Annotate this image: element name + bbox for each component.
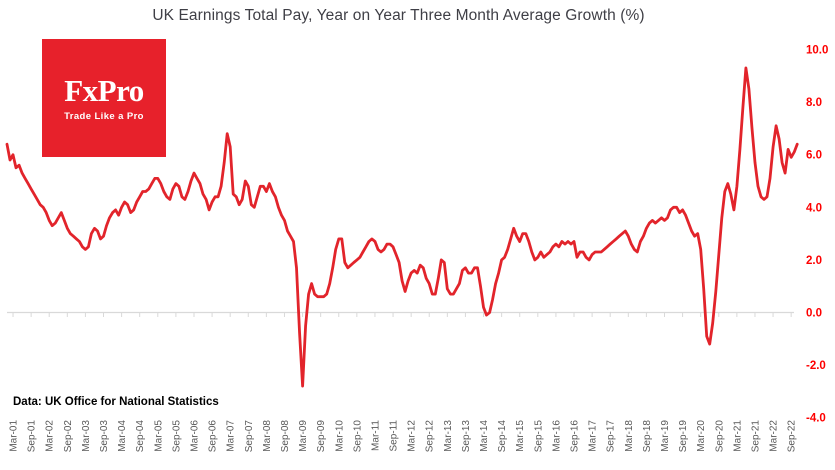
x-tick-label: Sep-03: [99, 420, 110, 453]
earnings-line-series: [5, 66, 799, 388]
x-tick-label: Sep-04: [135, 420, 146, 453]
x-tick-label: Sep-13: [461, 420, 472, 453]
x-tick-label: Mar-13: [443, 420, 454, 452]
x-tick-label: Sep-06: [208, 420, 219, 453]
y-tick-label: 4.0: [806, 202, 822, 214]
x-tick-label: Sep-17: [606, 420, 617, 453]
x-tick-label: Sep-05: [171, 420, 182, 453]
x-tick-label: Mar-15: [515, 420, 526, 452]
x-tick-label: Mar-04: [117, 420, 128, 452]
earnings-line: [5, 66, 799, 388]
y-tick-label: 0.0: [806, 308, 822, 320]
x-axis-tick-labels: Mar-01 Sep-01 Mar-02 Sep-02 Mar-03 Sep-03 Mar-…: [9, 420, 798, 453]
x-tick-label: Mar-10: [334, 420, 345, 452]
y-tick-label: -4.0: [806, 413, 826, 425]
x-tick-label: Mar-05: [153, 420, 164, 452]
x-tick-label: Mar-17: [588, 420, 599, 452]
x-tick-label: Mar-09: [298, 420, 309, 452]
x-tick-label: Sep-22: [787, 420, 798, 453]
source-note: Data: UK Office for National Statistics: [13, 396, 219, 408]
x-tick-label: Mar-11: [370, 420, 381, 451]
y-tick-label: 2.0: [806, 255, 822, 267]
x-tick-label: Sep-18: [642, 420, 653, 453]
x-tick-label: Mar-18: [624, 420, 635, 452]
x-tick-label: Mar-21: [732, 420, 743, 452]
x-tick-label: Mar-01: [9, 420, 20, 452]
x-tick-label: Mar-22: [769, 420, 780, 452]
x-tick-label: Sep-11: [389, 420, 400, 452]
y-tick-label: 8.0: [806, 97, 822, 109]
y-tick-label: 10.0: [806, 45, 828, 57]
x-tick-label: Sep-16: [570, 420, 581, 453]
x-tick-label: Sep-10: [352, 420, 363, 453]
x-tick-label: Mar-19: [660, 420, 671, 452]
x-tick-label: Sep-02: [63, 420, 74, 453]
x-tick-label: Sep-21: [750, 420, 761, 453]
x-tick-label: Sep-01: [27, 420, 38, 453]
x-tick-label: Sep-08: [280, 420, 291, 453]
x-tick-label: Mar-12: [407, 420, 418, 452]
x-tick-label: Mar-08: [262, 420, 273, 452]
x-tick-label: Sep-12: [425, 420, 436, 453]
y-axis-tick-labels: 10.0 8.0 6.0 4.0 2.0 0.0 -2.0 -4.0: [806, 45, 828, 425]
x-tick-label: Mar-06: [189, 420, 200, 452]
x-tick-label: Sep-20: [714, 420, 725, 453]
x-tick-label: Mar-02: [45, 420, 56, 452]
x-axis: [7, 311, 794, 317]
y-tick-label: -2.0: [806, 360, 826, 372]
x-tick-label: Mar-20: [696, 420, 707, 452]
y-tick-label: 6.0: [806, 150, 822, 162]
x-tick-label: Mar-03: [81, 420, 92, 452]
chart-title: UK Earnings Total Pay, Year on Year Thre…: [152, 7, 645, 24]
x-tick-label: Sep-19: [678, 420, 689, 453]
fxpro-logo: FxPro Trade Like a Pro: [42, 39, 166, 157]
x-tick-label: Mar-14: [479, 420, 490, 452]
fxpro-logo-tagline: Trade Like a Pro: [64, 110, 144, 122]
x-tick-label: Sep-07: [244, 420, 255, 453]
fxpro-logo-brand-text: FxPro: [64, 72, 144, 108]
x-tick-label: Mar-07: [226, 420, 237, 452]
x-tick-label: Sep-14: [497, 420, 508, 453]
x-tick-label: Sep-09: [316, 420, 327, 453]
x-tick-label: Sep-15: [533, 420, 544, 453]
x-tick-label: Mar-16: [551, 420, 562, 452]
